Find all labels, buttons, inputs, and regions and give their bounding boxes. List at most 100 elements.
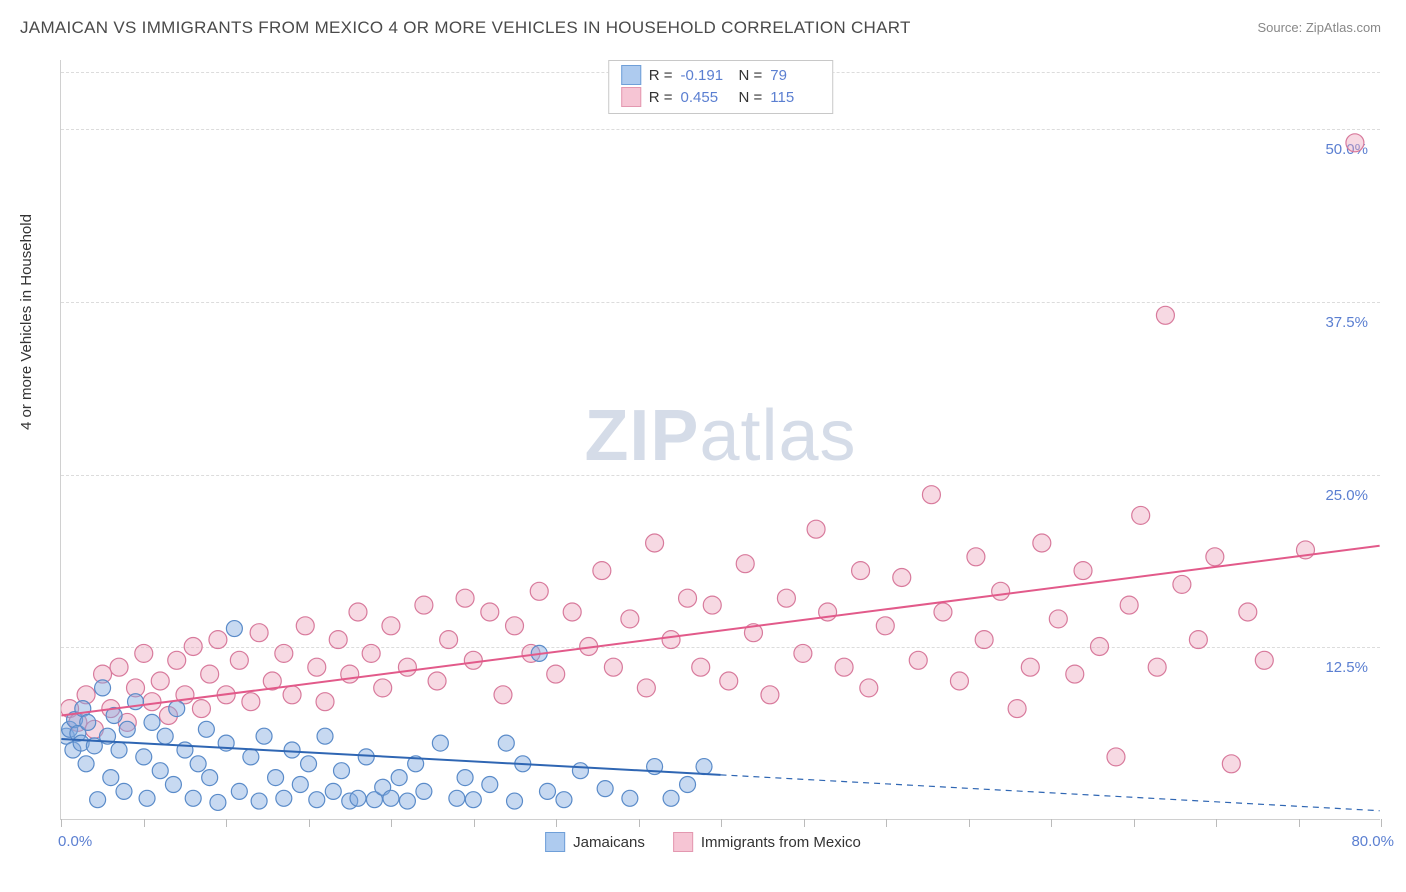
data-point bbox=[457, 770, 473, 786]
data-point bbox=[226, 621, 242, 637]
data-point bbox=[135, 644, 153, 662]
data-point bbox=[835, 658, 853, 676]
data-point bbox=[301, 756, 317, 772]
legend-item-jamaicans: Jamaicans bbox=[545, 832, 645, 852]
data-point bbox=[1107, 748, 1125, 766]
data-point bbox=[1156, 306, 1174, 324]
data-point bbox=[530, 582, 548, 600]
data-point bbox=[807, 520, 825, 538]
data-point bbox=[456, 589, 474, 607]
data-point bbox=[358, 749, 374, 765]
data-point bbox=[349, 603, 367, 621]
data-point bbox=[720, 672, 738, 690]
data-point bbox=[494, 686, 512, 704]
data-point bbox=[415, 596, 433, 614]
data-point bbox=[1206, 548, 1224, 566]
data-point bbox=[151, 672, 169, 690]
data-point bbox=[275, 644, 293, 662]
data-point bbox=[78, 756, 94, 772]
chart-title: JAMAICAN VS IMMIGRANTS FROM MEXICO 4 OR … bbox=[20, 18, 911, 38]
x-tick bbox=[1299, 819, 1300, 827]
data-point bbox=[95, 680, 111, 696]
data-point bbox=[547, 665, 565, 683]
data-point bbox=[399, 793, 415, 809]
stats-row-mexico: R = 0.455 N = 115 bbox=[621, 87, 821, 107]
data-point bbox=[231, 783, 247, 799]
data-point bbox=[116, 783, 132, 799]
data-point bbox=[465, 792, 481, 808]
data-point bbox=[416, 783, 432, 799]
x-tick bbox=[1134, 819, 1135, 827]
correlation-stats-box: R = -0.191 N = 79 R = 0.455 N = 115 bbox=[608, 60, 834, 114]
data-point bbox=[1132, 506, 1150, 524]
x-tick bbox=[144, 819, 145, 827]
source-attribution: Source: ZipAtlas.com bbox=[1257, 20, 1381, 35]
data-point bbox=[374, 679, 392, 697]
data-point bbox=[292, 777, 308, 793]
swatch-pink bbox=[673, 832, 693, 852]
x-tick bbox=[886, 819, 887, 827]
data-point bbox=[184, 638, 202, 656]
data-point bbox=[309, 792, 325, 808]
data-point bbox=[391, 770, 407, 786]
legend-item-mexico: Immigrants from Mexico bbox=[673, 832, 861, 852]
data-point bbox=[992, 582, 1010, 600]
data-point bbox=[165, 777, 181, 793]
data-point bbox=[922, 486, 940, 504]
data-point bbox=[736, 555, 754, 573]
data-point bbox=[202, 770, 218, 786]
data-point bbox=[329, 631, 347, 649]
data-point bbox=[507, 793, 523, 809]
legend: Jamaicans Immigrants from Mexico bbox=[545, 832, 861, 852]
data-point bbox=[169, 701, 185, 717]
x-tick bbox=[721, 819, 722, 827]
data-point bbox=[637, 679, 655, 697]
data-point bbox=[308, 658, 326, 676]
data-point bbox=[692, 658, 710, 676]
data-point bbox=[506, 617, 524, 635]
data-point bbox=[464, 651, 482, 669]
data-point bbox=[1049, 610, 1067, 628]
y-axis-label: 4 or more Vehicles in Household bbox=[18, 214, 35, 430]
data-point bbox=[316, 693, 334, 711]
data-point bbox=[111, 742, 127, 758]
data-point bbox=[119, 721, 135, 737]
data-point bbox=[136, 749, 152, 765]
data-point bbox=[284, 742, 300, 758]
data-point bbox=[341, 665, 359, 683]
x-min-label: 0.0% bbox=[58, 833, 92, 850]
x-tick bbox=[1051, 819, 1052, 827]
data-point bbox=[201, 665, 219, 683]
x-max-label: 80.0% bbox=[1351, 833, 1394, 850]
data-point bbox=[876, 617, 894, 635]
data-point bbox=[498, 735, 514, 751]
data-point bbox=[696, 759, 712, 775]
data-point bbox=[362, 644, 380, 662]
data-point bbox=[852, 562, 870, 580]
data-point bbox=[440, 631, 458, 649]
plot-area: ZIPatlas R = -0.191 N = 79 R = 0.455 N =… bbox=[60, 60, 1380, 820]
data-point bbox=[975, 631, 993, 649]
data-point bbox=[168, 651, 186, 669]
data-point bbox=[572, 763, 588, 779]
data-point bbox=[350, 790, 366, 806]
data-point bbox=[663, 790, 679, 806]
x-tick bbox=[556, 819, 557, 827]
data-point bbox=[481, 603, 499, 621]
data-point bbox=[703, 596, 721, 614]
data-point bbox=[317, 728, 333, 744]
data-point bbox=[143, 693, 161, 711]
data-point bbox=[185, 790, 201, 806]
data-point bbox=[325, 783, 341, 799]
data-point bbox=[90, 792, 106, 808]
data-point bbox=[242, 693, 260, 711]
x-tick bbox=[391, 819, 392, 827]
data-point bbox=[482, 777, 498, 793]
swatch-blue bbox=[621, 65, 641, 85]
data-point bbox=[662, 631, 680, 649]
data-point bbox=[398, 658, 416, 676]
data-point bbox=[1148, 658, 1166, 676]
data-point bbox=[80, 714, 96, 730]
data-point bbox=[950, 672, 968, 690]
data-point bbox=[893, 569, 911, 587]
